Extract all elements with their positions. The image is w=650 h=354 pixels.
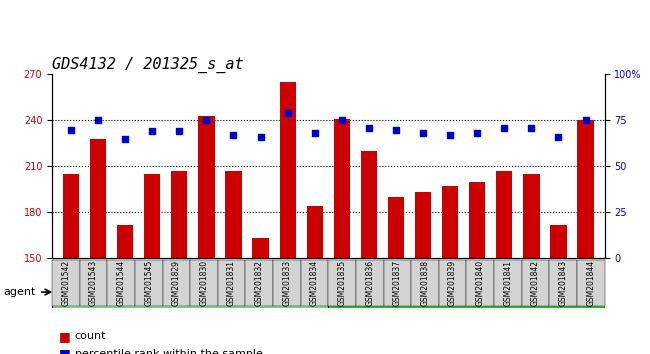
Text: agent: agent [3, 287, 36, 297]
Point [391, 127, 401, 132]
Text: GSM201840: GSM201840 [476, 260, 485, 306]
Point [202, 118, 212, 123]
Point [309, 130, 320, 136]
Point [66, 127, 76, 132]
Text: GSM201545: GSM201545 [144, 260, 153, 307]
Text: GSM201844: GSM201844 [586, 260, 595, 306]
Point [93, 118, 103, 123]
Bar [307, 206, 323, 354]
FancyBboxPatch shape [328, 266, 604, 308]
Point [553, 134, 564, 140]
Point [174, 129, 185, 134]
Point [364, 125, 374, 131]
Bar [361, 151, 377, 354]
Text: GSM201835: GSM201835 [337, 260, 346, 306]
Text: GDS4132 / 201325_s_at: GDS4132 / 201325_s_at [52, 57, 244, 73]
Text: pioglitazone: pioglitazone [432, 282, 500, 292]
Bar [496, 171, 512, 354]
Point [120, 136, 131, 142]
Point [526, 125, 537, 131]
Text: GSM201833: GSM201833 [282, 260, 291, 306]
Bar [442, 186, 458, 354]
Bar [523, 174, 540, 354]
Bar [198, 116, 214, 354]
Bar [252, 239, 268, 354]
Text: GSM201839: GSM201839 [448, 260, 457, 306]
Text: GSM201843: GSM201843 [558, 260, 567, 306]
FancyBboxPatch shape [52, 266, 328, 308]
Text: GSM201544: GSM201544 [116, 260, 125, 307]
Bar [577, 120, 593, 354]
Point [147, 129, 157, 134]
Bar [226, 171, 242, 354]
Text: GSM201832: GSM201832 [255, 260, 264, 306]
Text: GSM201831: GSM201831 [227, 260, 236, 306]
Point [445, 132, 455, 138]
Point [337, 118, 347, 123]
Text: GSM201830: GSM201830 [200, 260, 209, 306]
Bar [90, 139, 106, 354]
Text: GSM201837: GSM201837 [393, 260, 402, 306]
Bar [171, 171, 187, 354]
Point [418, 130, 428, 136]
Text: ■: ■ [58, 330, 70, 343]
Text: ■: ■ [58, 348, 70, 354]
Point [282, 110, 293, 116]
Bar [469, 182, 486, 354]
Bar [280, 82, 296, 354]
Text: percentile rank within the sample: percentile rank within the sample [75, 349, 263, 354]
Text: GSM201836: GSM201836 [365, 260, 374, 306]
Bar [415, 193, 431, 354]
Point [472, 130, 482, 136]
Text: GSM201841: GSM201841 [503, 260, 512, 306]
Bar [333, 119, 350, 354]
Text: GSM201542: GSM201542 [61, 260, 70, 306]
Point [499, 125, 510, 131]
Text: pretreatment: pretreatment [153, 282, 228, 292]
Text: GSM201543: GSM201543 [89, 260, 98, 307]
Bar [388, 197, 404, 354]
Point [255, 134, 266, 140]
Text: count: count [75, 331, 106, 341]
Bar [63, 174, 79, 354]
Text: GSM201834: GSM201834 [310, 260, 319, 306]
Bar [144, 174, 161, 354]
Text: GSM201842: GSM201842 [531, 260, 540, 306]
Bar [117, 225, 133, 354]
Point [228, 132, 239, 138]
Point [580, 118, 591, 123]
Text: GSM201829: GSM201829 [172, 260, 181, 306]
Text: GSM201838: GSM201838 [421, 260, 430, 306]
Bar [551, 225, 567, 354]
